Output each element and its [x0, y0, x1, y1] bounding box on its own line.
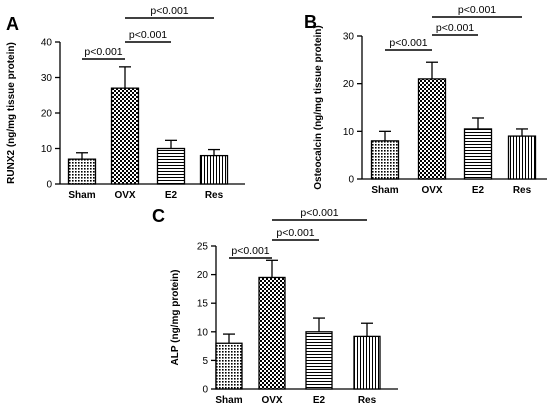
- panel-letter: C: [152, 206, 165, 226]
- bar-sham: [215, 342, 243, 390]
- y-tick-label: 0: [202, 385, 208, 396]
- y-axis-title: RUNX2 (ng/mg tissue protein): [6, 42, 17, 184]
- bar-ovx: [110, 87, 140, 185]
- panel-letter: A: [6, 14, 19, 34]
- significance-label: p<0.001: [436, 22, 474, 34]
- bar-res: [353, 335, 381, 390]
- significance-label: p<0.001: [458, 4, 496, 16]
- bar-e2: [156, 147, 186, 185]
- x-tick-label: OVX: [114, 190, 135, 201]
- panel-letter: B: [304, 12, 317, 32]
- bar-sham: [67, 158, 97, 185]
- y-tick-label: 20: [197, 270, 209, 281]
- y-tick-label: 20: [41, 109, 53, 120]
- y-axis-title: Osteocalcin (ng/mg tissue protein): [313, 25, 324, 189]
- x-tick-label: OVX: [421, 185, 442, 196]
- y-axis-title: ALP (ng/mg protein): [170, 270, 181, 366]
- y-tick-label: 20: [343, 79, 355, 90]
- bar-ovx: [417, 78, 447, 180]
- x-tick-label: Sham: [371, 185, 398, 196]
- bar-e2: [463, 128, 493, 180]
- bar-e2: [305, 331, 333, 390]
- chart-panel-a: A 0 10 20 30 40 RUNX2 (ng/mg tissue protein) Sh…: [6, 5, 245, 201]
- y-tick-label: 10: [343, 127, 355, 138]
- chart-layer: A 0 10 20 30 40 RUNX2 (ng/mg tissue protein) Sh…: [6, 4, 547, 406]
- y-tick-label: 30: [41, 73, 53, 84]
- y-tick-label: 30: [343, 32, 355, 43]
- x-tick-label: Res: [358, 395, 377, 406]
- chart-panel-c: C 0 5 10 15 20 25 ALP (ng/mg protein) Sham OVX E2 R…: [152, 206, 398, 406]
- bar-res: [199, 154, 229, 185]
- y-tick-label: 40: [41, 38, 53, 49]
- y-tick-label: 0: [46, 180, 52, 191]
- x-tick-label: E2: [472, 185, 485, 196]
- bar-sham: [370, 140, 400, 180]
- x-tick-label: E2: [165, 190, 178, 201]
- significance-label: p<0.001: [276, 227, 314, 239]
- y-tick-label: 25: [197, 242, 209, 253]
- x-tick-label: Sham: [215, 395, 242, 406]
- chart-panel-b: B 0 10 20 30 Osteocalcin (ng/mg tissue protei…: [304, 4, 547, 196]
- bar-ovx: [258, 276, 286, 390]
- x-tick-label: Res: [205, 190, 224, 201]
- x-tick-label: OVX: [261, 395, 282, 406]
- significance-label: p<0.001: [129, 29, 167, 41]
- significance-label: p<0.001: [150, 5, 188, 17]
- x-tick-label: Sham: [68, 190, 95, 201]
- bar-res: [507, 135, 537, 180]
- significance-label: p<0.001: [84, 46, 122, 58]
- y-tick-label: 15: [197, 299, 209, 310]
- y-tick-label: 0: [348, 175, 354, 186]
- significance-label: p<0.001: [231, 245, 269, 257]
- y-tick-label: 5: [202, 356, 208, 367]
- y-tick-label: 10: [41, 144, 53, 155]
- x-tick-label: E2: [313, 395, 326, 406]
- significance-label: p<0.001: [389, 37, 427, 49]
- significance-label: p<0.001: [300, 207, 338, 219]
- y-tick-label: 10: [197, 327, 209, 338]
- x-tick-label: Res: [513, 185, 532, 196]
